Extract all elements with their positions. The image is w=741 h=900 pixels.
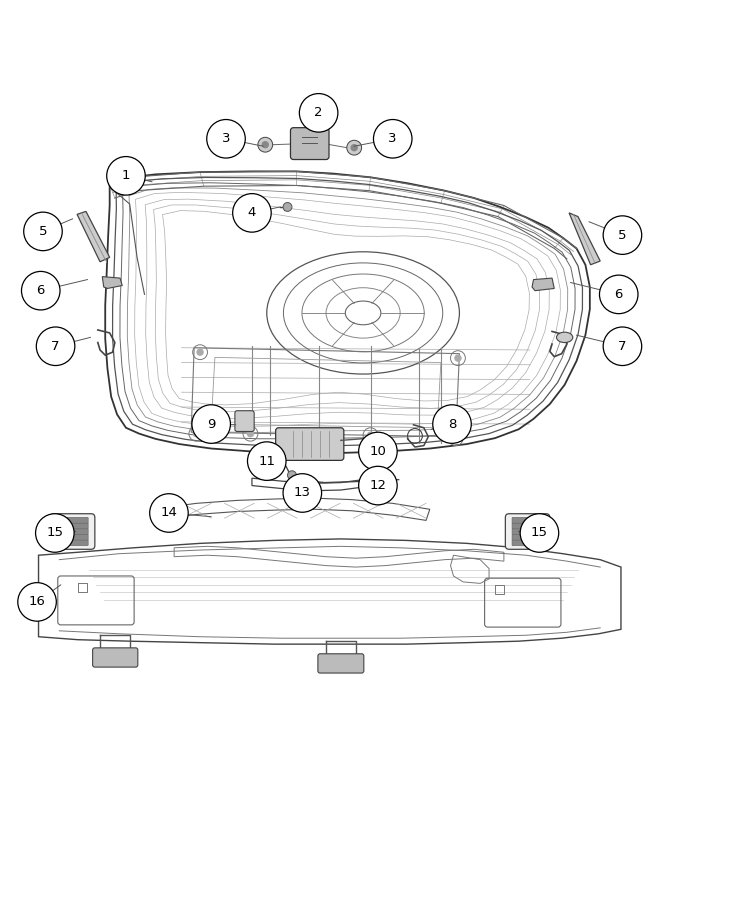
Text: 10: 10: [370, 445, 386, 458]
Text: 3: 3: [222, 132, 230, 145]
Circle shape: [350, 144, 358, 151]
FancyBboxPatch shape: [512, 540, 543, 545]
Circle shape: [347, 140, 362, 155]
Polygon shape: [102, 276, 122, 289]
FancyBboxPatch shape: [505, 514, 550, 549]
FancyBboxPatch shape: [512, 518, 543, 523]
FancyBboxPatch shape: [57, 540, 88, 545]
FancyBboxPatch shape: [290, 128, 329, 159]
Circle shape: [150, 494, 188, 532]
Polygon shape: [569, 213, 600, 265]
Circle shape: [452, 435, 459, 442]
Circle shape: [24, 212, 62, 251]
Circle shape: [21, 272, 60, 310]
Circle shape: [233, 194, 271, 232]
Circle shape: [107, 157, 145, 195]
FancyBboxPatch shape: [512, 535, 543, 540]
Circle shape: [196, 348, 204, 356]
Polygon shape: [532, 278, 554, 291]
Text: 11: 11: [259, 454, 275, 468]
FancyBboxPatch shape: [57, 535, 88, 540]
Circle shape: [359, 466, 397, 505]
Text: 14: 14: [161, 507, 177, 519]
FancyBboxPatch shape: [93, 648, 138, 667]
Text: 2: 2: [314, 106, 323, 120]
Circle shape: [373, 120, 412, 158]
Circle shape: [299, 94, 338, 132]
Text: 6: 6: [36, 284, 45, 297]
Text: 13: 13: [294, 487, 310, 500]
Circle shape: [207, 120, 245, 158]
Text: 16: 16: [29, 596, 45, 608]
Text: 5: 5: [39, 225, 47, 238]
Circle shape: [359, 432, 397, 471]
Text: 7: 7: [51, 340, 60, 353]
Text: 15: 15: [531, 526, 548, 539]
Circle shape: [599, 275, 638, 314]
Circle shape: [520, 514, 559, 553]
Text: 9: 9: [207, 418, 216, 430]
FancyBboxPatch shape: [512, 523, 543, 529]
Text: 12: 12: [370, 479, 386, 492]
Circle shape: [288, 471, 296, 480]
Text: 8: 8: [448, 418, 456, 430]
Circle shape: [283, 473, 322, 512]
Circle shape: [247, 442, 286, 481]
Circle shape: [18, 582, 56, 621]
Circle shape: [283, 202, 292, 211]
Text: 15: 15: [47, 526, 63, 539]
FancyBboxPatch shape: [57, 523, 88, 529]
Circle shape: [603, 327, 642, 365]
Circle shape: [193, 430, 200, 437]
Text: 6: 6: [614, 288, 623, 301]
Circle shape: [454, 355, 462, 362]
Ellipse shape: [556, 332, 573, 343]
Circle shape: [258, 138, 273, 152]
FancyBboxPatch shape: [57, 528, 88, 535]
FancyBboxPatch shape: [50, 514, 95, 549]
Circle shape: [192, 405, 230, 444]
Polygon shape: [77, 212, 110, 262]
Circle shape: [262, 141, 269, 149]
Text: 7: 7: [618, 340, 627, 353]
FancyBboxPatch shape: [235, 410, 254, 431]
Text: 4: 4: [247, 206, 256, 220]
Circle shape: [367, 431, 374, 439]
FancyBboxPatch shape: [318, 653, 364, 673]
Text: 5: 5: [618, 229, 627, 241]
Text: 3: 3: [388, 132, 397, 145]
Circle shape: [433, 405, 471, 444]
Text: 1: 1: [122, 169, 130, 183]
Circle shape: [36, 327, 75, 365]
FancyBboxPatch shape: [276, 428, 344, 461]
Circle shape: [247, 430, 254, 437]
FancyBboxPatch shape: [57, 518, 88, 523]
FancyBboxPatch shape: [512, 528, 543, 535]
Circle shape: [36, 514, 74, 553]
Circle shape: [603, 216, 642, 255]
